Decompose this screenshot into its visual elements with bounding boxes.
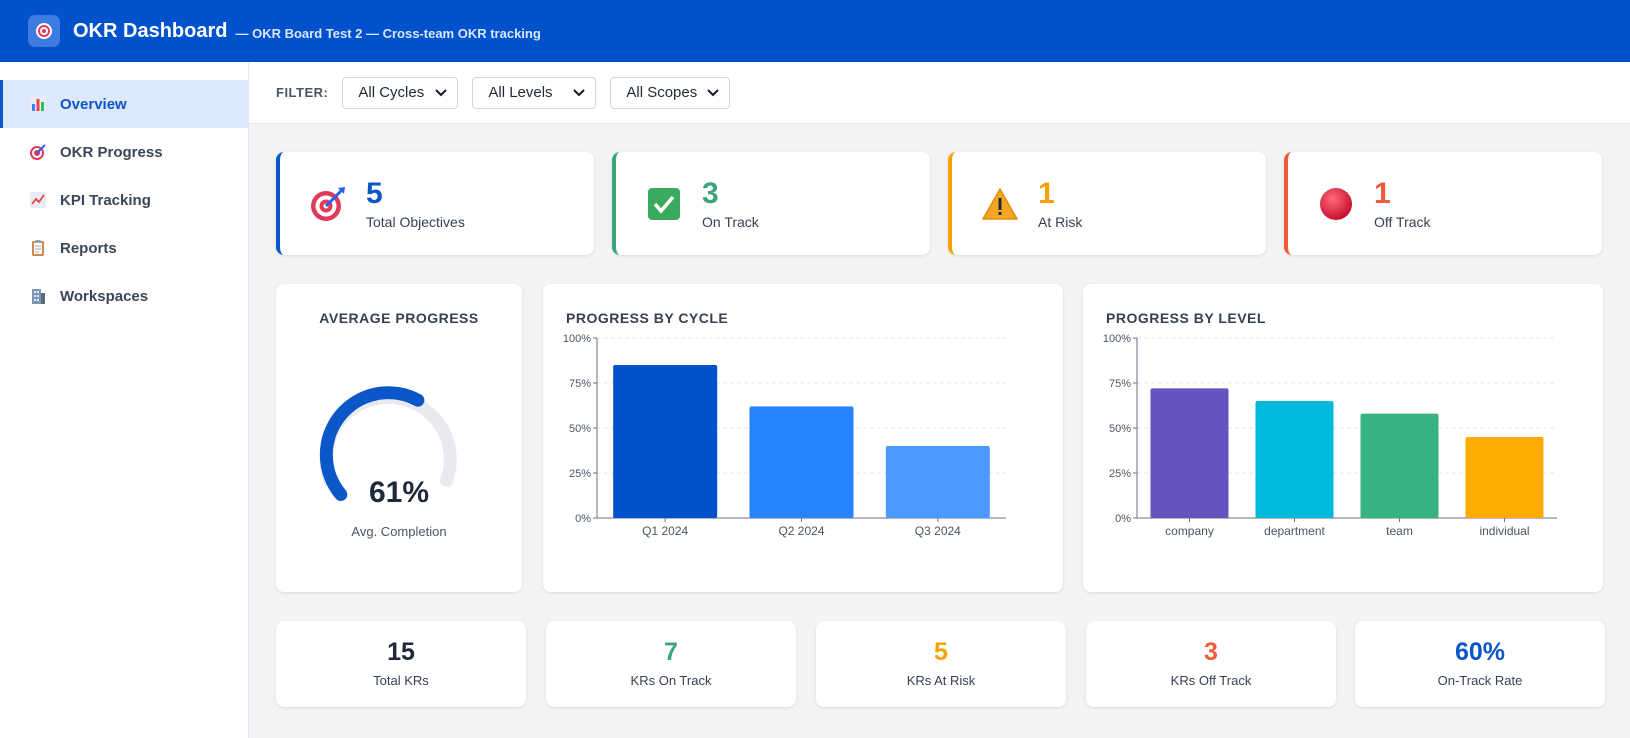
kr-card-at-risk: 5 KRs At Risk [816, 621, 1066, 707]
check-icon [644, 184, 684, 224]
stat-card-off-track: 1 Off Track [1284, 152, 1602, 255]
y-tick-label: 100% [563, 333, 591, 345]
progress-by-level-chart: 0% 25% 50% 75% 100% company department team indi… [1103, 333, 1557, 538]
bar-team[interactable] [1360, 413, 1439, 518]
sidebar-item-label: OKR Progress [60, 143, 163, 161]
stat-label: At Risk [1038, 213, 1083, 230]
trend-chart-icon [28, 191, 48, 209]
stat-value: 5 [366, 176, 383, 210]
red-circle-icon [1316, 184, 1356, 224]
scope-select[interactable]: All Scopes [610, 76, 731, 109]
building-icon [28, 287, 48, 305]
sidebar-item-workspaces[interactable]: Workspaces [0, 272, 248, 320]
level-select-value: All Levels [488, 84, 553, 101]
level-select[interactable]: All Levels [472, 76, 597, 109]
filter-label: FILTER: [276, 85, 329, 100]
bar-individual[interactable] [1465, 437, 1544, 518]
y-tick-label: 100% [1103, 333, 1131, 345]
bar-company[interactable] [1150, 388, 1229, 518]
kr-card-on-track: 7 KRs On Track [546, 621, 796, 707]
y-tick-label: 0% [575, 513, 591, 525]
app-header: OKR Dashboard — OKR Board Test 2 — Cross… [0, 0, 1630, 62]
kr-value: 60% [1454, 638, 1506, 666]
stat-card-total-objectives: 5 Total Objectives [276, 152, 594, 255]
bar-q1-2024[interactable] [613, 365, 718, 518]
stat-value: 1 [1374, 176, 1391, 210]
stat-label: Total Objectives [366, 213, 465, 230]
progress-by-cycle-panel: PROGRESS BY CYCLE 0% 25% 50% 75% 100% Q1 2024… [543, 284, 1063, 592]
y-tick-label: 50% [1109, 423, 1131, 435]
app-title: OKR Dashboard [73, 19, 228, 42]
target-icon [28, 143, 48, 161]
x-tick-label: Q3 2024 [915, 524, 961, 538]
chevron-down-icon [707, 88, 720, 96]
average-progress-panel: AVERAGE PROGRESS 61% Avg. Completion [276, 284, 522, 592]
progress-gauge [319, 386, 457, 501]
stat-label: On Track [702, 213, 759, 230]
kr-card-off-track: 3 KRs Off Track [1086, 621, 1336, 707]
kr-label: KRs On Track [630, 673, 712, 688]
sidebar-item-overview[interactable]: Overview [0, 80, 248, 128]
x-tick-label: company [1165, 524, 1214, 538]
target-logo-icon [28, 15, 60, 47]
y-tick-label: 25% [1109, 468, 1131, 480]
gauge-value: 61% [368, 476, 430, 509]
chevron-down-icon [435, 88, 448, 96]
target-icon [308, 184, 348, 224]
filter-bar: FILTER: All Cycles All Levels All Scopes [249, 62, 1630, 124]
gauge-label: Avg. Completion [351, 524, 447, 539]
bar-department[interactable] [1255, 401, 1334, 518]
sidebar-item-label: KPI Tracking [60, 191, 151, 209]
kr-value: 7 [664, 638, 678, 666]
sidebar-item-okr-progress[interactable]: OKR Progress [0, 128, 248, 176]
bar-q3-2024[interactable] [885, 446, 990, 518]
scope-select-value: All Scopes [626, 84, 698, 101]
y-tick-label: 25% [569, 468, 591, 480]
y-tick-label: 50% [569, 423, 591, 435]
panel-title: PROGRESS BY LEVEL [1106, 310, 1266, 326]
kr-label: KRs Off Track [1170, 673, 1252, 688]
progress-by-cycle-chart: 0% 25% 50% 75% 100% Q1 2024 Q2 2024 Q3 2024 [563, 333, 1006, 538]
kr-value: 3 [1204, 638, 1218, 666]
x-tick-label: individual [1479, 524, 1529, 538]
kr-value: 15 [387, 638, 415, 666]
kr-label: KRs At Risk [906, 673, 976, 688]
sidebar-item-label: Overview [60, 95, 127, 113]
stat-value: 1 [1038, 176, 1055, 210]
x-tick-label: team [1386, 524, 1413, 538]
kr-card-on-track-rate: 60% On-Track Rate [1355, 621, 1605, 707]
chevron-down-icon [573, 88, 586, 96]
panel-title: PROGRESS BY CYCLE [566, 310, 729, 326]
bar-chart-icon [28, 95, 48, 113]
bar-q2-2024[interactable] [749, 406, 854, 518]
kr-label: On-Track Rate [1437, 673, 1523, 688]
progress-by-level-panel: PROGRESS BY LEVEL 0% 25% 50% 75% 100% company… [1083, 284, 1603, 592]
stat-value: 3 [702, 176, 719, 210]
cycle-select[interactable]: All Cycles [342, 76, 459, 109]
sidebar-item-label: Workspaces [60, 287, 149, 305]
x-tick-label: department [1264, 524, 1325, 538]
sidebar: Overview OKR Progress KPI Tracking Repor… [0, 62, 249, 738]
cycle-select-value: All Cycles [358, 84, 425, 101]
sidebar-item-kpi-tracking[interactable]: KPI Tracking [0, 176, 248, 224]
kr-value: 5 [934, 638, 948, 666]
stat-card-on-track: 3 On Track [612, 152, 930, 255]
stat-label: Off Track [1374, 213, 1431, 230]
y-tick-label: 75% [1109, 378, 1131, 390]
x-tick-label: Q1 2024 [642, 524, 688, 538]
x-tick-label: Q2 2024 [778, 524, 824, 538]
sidebar-item-label: Reports [60, 239, 117, 257]
y-tick-label: 75% [569, 378, 591, 390]
panel-title: AVERAGE PROGRESS [319, 310, 479, 326]
sidebar-item-reports[interactable]: Reports [0, 224, 248, 272]
clipboard-icon [28, 239, 48, 257]
kr-card-total: 15 Total KRs [276, 621, 526, 707]
kr-label: Total KRs [373, 673, 429, 688]
app-subtitle: — OKR Board Test 2 — Cross-team OKR trac… [235, 26, 541, 41]
stat-card-at-risk: 1 At Risk [948, 152, 1266, 255]
y-tick-label: 0% [1115, 513, 1131, 525]
warning-icon [980, 184, 1020, 224]
gauge-fill [319, 386, 425, 501]
